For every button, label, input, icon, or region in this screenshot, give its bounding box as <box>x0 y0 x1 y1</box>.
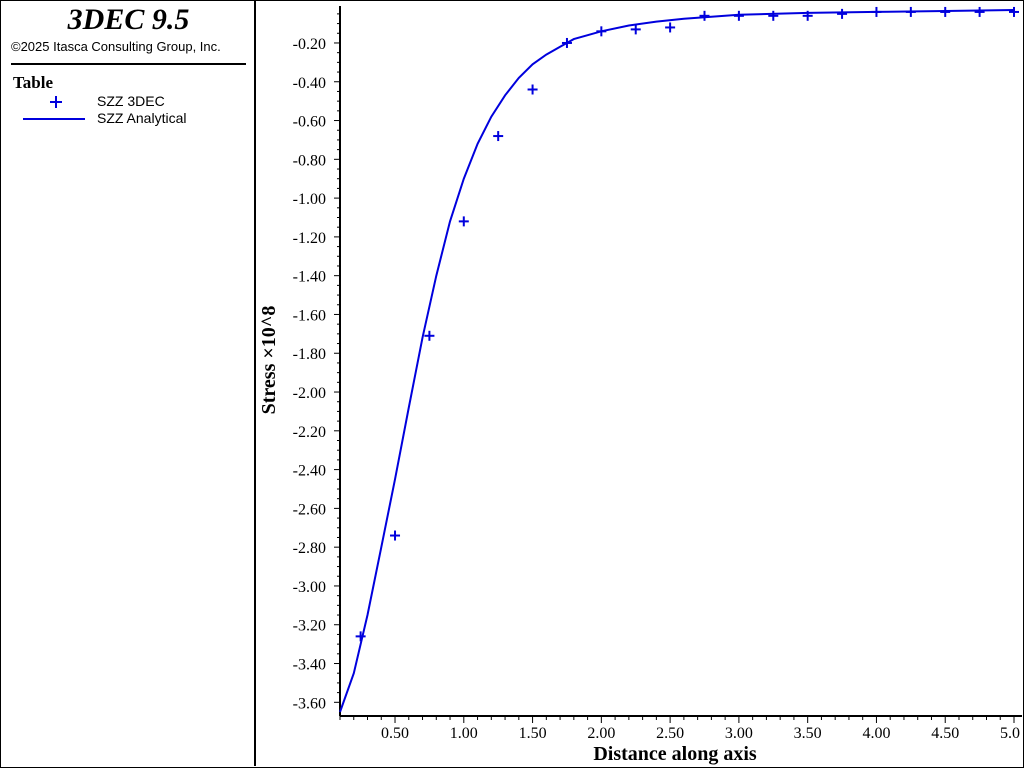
y-tick-labels: -0.20 -0.40 -0.60 -0.80 -1.00 -1.20 -1.40 -1.60… <box>293 36 326 712</box>
series-szz-3dec <box>355 6 1019 642</box>
y-tick-label: -2.20 <box>293 424 326 441</box>
line-marker-icon <box>23 118 85 120</box>
legend-panel: 3DEC 9.5 ©2025 Itasca Consulting Group, … <box>1 1 256 766</box>
y-tick-label: -2.40 <box>293 463 326 480</box>
x-tick-label: 2.00 <box>587 725 615 742</box>
data-point-plus <box>630 24 641 35</box>
y-tick-label: -0.40 <box>293 75 326 92</box>
x-tick-label: 5.0 <box>1000 725 1020 742</box>
plus-marker-icon <box>50 96 62 108</box>
y-tick-label: -0.20 <box>293 36 326 53</box>
y-tick-label: -2.80 <box>293 540 326 557</box>
y-tick-label: -1.80 <box>293 346 326 363</box>
data-point-plus <box>871 6 882 17</box>
data-point-plus <box>802 10 813 21</box>
data-point-plus <box>837 8 848 19</box>
x-tick-label: 4.00 <box>862 725 890 742</box>
y-tick-label: -1.00 <box>293 191 326 208</box>
y-axis-label: Stress ×10^8 <box>258 306 280 415</box>
x-axis-label: Distance along axis <box>593 743 757 765</box>
y-tick-label: -3.20 <box>293 618 326 635</box>
y-tick-label: -3.60 <box>293 695 326 712</box>
y-tick-label: -2.00 <box>293 385 326 402</box>
data-point-plus <box>665 22 676 33</box>
y-tick-label: -3.40 <box>293 657 326 674</box>
legend-heading: Table <box>13 73 54 92</box>
x-tick-label: 0.50 <box>381 725 409 742</box>
data-point-plus <box>940 6 951 17</box>
data-point-plus <box>733 10 744 21</box>
x-tick-label: 4.50 <box>931 725 959 742</box>
legend-label: SZZ 3DEC <box>97 93 165 109</box>
y-tick-label: -3.00 <box>293 579 326 596</box>
data-point-plus <box>699 10 710 21</box>
y-tick-label: -2.60 <box>293 501 326 518</box>
y-tick-label: -1.20 <box>293 230 326 247</box>
x-tick-label: 2.50 <box>656 725 684 742</box>
x-tick-label: 3.00 <box>725 725 753 742</box>
data-point-plus <box>390 530 401 541</box>
data-point-plus <box>596 26 607 37</box>
y-tick-label: -0.80 <box>293 152 326 169</box>
data-point-plus <box>458 216 469 227</box>
data-point-plus <box>905 6 916 17</box>
legend-divider <box>11 63 246 65</box>
copyright-text: ©2025 Itasca Consulting Group, Inc. <box>11 39 221 54</box>
data-point-plus <box>355 631 366 642</box>
x-tick-labels: 0.50 1.00 1.50 2.00 2.50 3.00 3.50 4.00 4.50 5.0 <box>381 725 1020 742</box>
legend-label: SZZ Analytical <box>97 110 187 126</box>
y-tick-label: -1.40 <box>293 269 326 286</box>
analytical-curve <box>339 9 1015 713</box>
data-point-plus <box>561 37 572 48</box>
data-point-plus <box>493 131 504 142</box>
x-tick-label: 1.50 <box>519 725 547 742</box>
y-tick-label: -0.60 <box>293 114 326 131</box>
data-point-plus <box>527 84 538 95</box>
data-point-plus <box>1009 6 1019 17</box>
app-title: 3DEC 9.5 <box>67 3 190 36</box>
data-point-plus <box>974 6 985 17</box>
x-tick-label: 1.00 <box>450 725 478 742</box>
chart-axes <box>334 6 1022 723</box>
data-point-plus <box>424 330 435 341</box>
y-tick-label: -1.60 <box>293 307 326 324</box>
data-point-plus <box>768 10 779 21</box>
series-szz-analytical <box>339 9 1015 713</box>
x-tick-label: 3.50 <box>794 725 822 742</box>
